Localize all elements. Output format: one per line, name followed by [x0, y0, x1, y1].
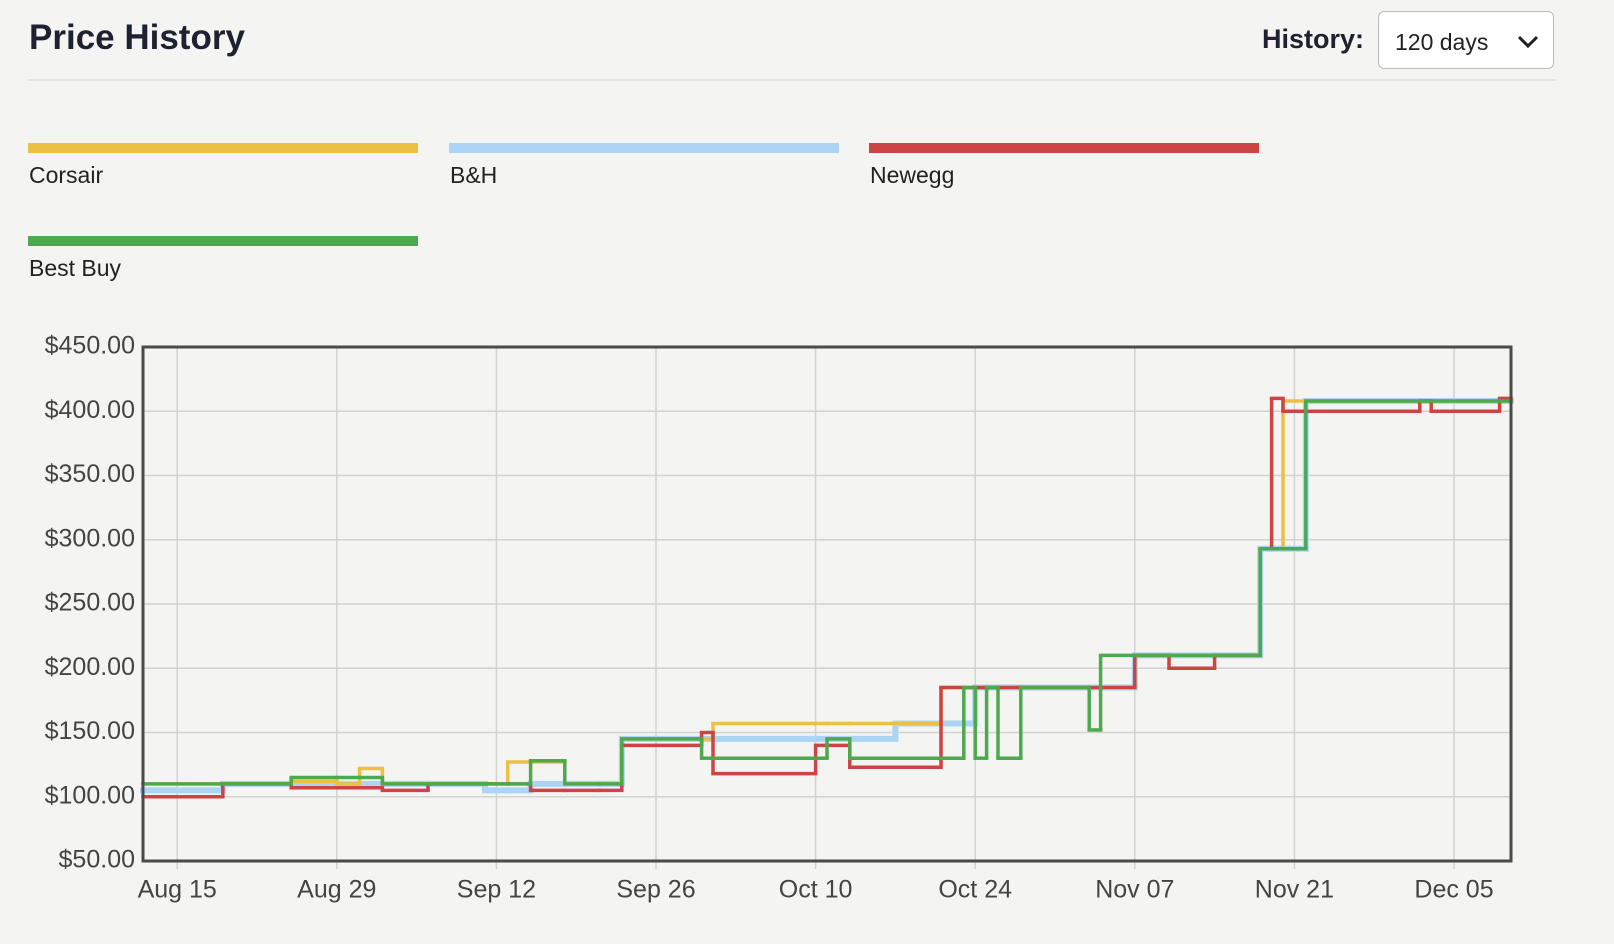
x-tick-label: Nov 07 [1095, 876, 1174, 904]
legend-swatch [869, 143, 1259, 153]
y-tick-label: $350.00 [45, 460, 135, 488]
legend-swatch [28, 143, 418, 153]
y-tick-label: $250.00 [45, 589, 135, 617]
y-tick-label: $400.00 [45, 396, 135, 424]
x-tick-label: Aug 29 [297, 876, 376, 904]
legend-swatch [28, 236, 418, 246]
legend-label: Newegg [870, 162, 954, 188]
legend-swatch [449, 143, 839, 153]
legend-label: Corsair [29, 162, 103, 188]
y-tick-label: $450.00 [45, 332, 135, 360]
x-tick-label: Sep 12 [457, 876, 536, 904]
history-label: History: [1262, 24, 1365, 54]
x-tick-label: Oct 24 [938, 876, 1012, 904]
x-tick-label: Sep 26 [616, 876, 695, 904]
divider [28, 79, 1556, 81]
y-tick-label: $50.00 [59, 846, 135, 874]
chevron [1517, 35, 1539, 49]
x-tick-label: Dec 05 [1414, 876, 1493, 904]
select-value: 120 days [1395, 29, 1489, 55]
legend-label: Best Buy [29, 255, 122, 281]
page-title: Price History [29, 18, 245, 57]
y-tick-label: $200.00 [45, 653, 135, 681]
x-tick-label: Nov 21 [1255, 876, 1334, 904]
legend-label: B&H [450, 162, 497, 188]
history-select[interactable]: 120 days [1378, 11, 1554, 69]
series [141, 399, 1513, 786]
plot-border [141, 345, 1513, 863]
y-tick-label: $150.00 [45, 717, 135, 745]
y-tick-label: $100.00 [45, 781, 135, 809]
x-tick-label: Oct 10 [779, 876, 853, 904]
x-tick-label: Aug 15 [138, 876, 217, 904]
y-tick-label: $300.00 [45, 524, 135, 552]
